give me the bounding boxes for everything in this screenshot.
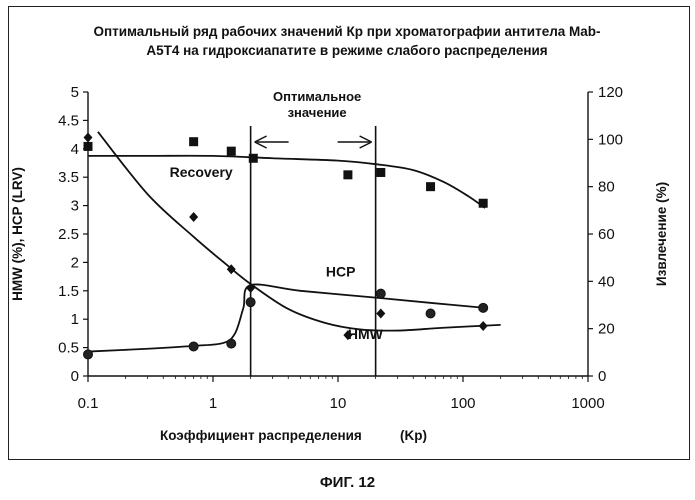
hmw-point xyxy=(343,330,353,341)
hmw-point xyxy=(226,264,236,275)
recovery-point xyxy=(248,153,258,163)
recovery-point xyxy=(426,182,436,192)
y-axis-right-label: Извлечение (%) xyxy=(654,182,669,286)
hmw-point xyxy=(478,321,488,332)
x-tick-label: 1000 xyxy=(571,395,604,412)
hcp-point xyxy=(188,341,199,352)
x-tick-label: 100 xyxy=(450,395,475,412)
y-left-tick-label: 0.5 xyxy=(58,340,79,357)
y-right-tick-label: 0 xyxy=(598,368,606,385)
y-left-tick-label: 1 xyxy=(71,311,79,328)
figure-caption: ФИГ. 12 xyxy=(319,474,376,491)
y-left-tick-label: 4 xyxy=(71,141,79,158)
series-annotation-hcp: HCP xyxy=(326,264,356,280)
hmw-trend-line xyxy=(97,131,501,332)
hmw-point xyxy=(376,308,386,319)
hcp-trend-line xyxy=(87,283,486,353)
x-axis-label: Коэффициент распределения xyxy=(160,428,362,443)
figure-frame xyxy=(8,6,690,460)
y-left-tick-label: 4.5 xyxy=(58,112,79,129)
recovery-point xyxy=(226,146,236,156)
y-right-tick-label: 120 xyxy=(598,84,623,101)
hcp-point xyxy=(245,297,256,308)
hmw-point xyxy=(189,211,199,222)
chart: Оптимальный ряд рабочих значений Кр при … xyxy=(10,24,669,443)
y-right-tick-label: 80 xyxy=(598,179,615,196)
y-left-tick-label: 1.5 xyxy=(58,283,79,300)
optimal-arrow-left-head xyxy=(254,135,267,149)
x-tick-label: 1 xyxy=(209,395,217,412)
y-right-tick-label: 60 xyxy=(598,226,615,243)
hcp-point xyxy=(83,349,93,360)
optimal-range-label: Оптимальное xyxy=(273,89,361,104)
optimal-range-label: значение xyxy=(288,105,347,120)
y-right-tick-label: 100 xyxy=(598,131,623,148)
y-right-tick-label: 40 xyxy=(598,273,615,290)
recovery-point xyxy=(343,170,353,180)
optimal-arrow-right-head xyxy=(359,135,372,149)
y-left-tick-label: 3.5 xyxy=(58,169,79,186)
x-tick-label: 10 xyxy=(330,395,347,412)
y-axis-left-label: HMW (%), HCP (LRV) xyxy=(10,167,25,301)
x-tick-label: 0.1 xyxy=(78,395,99,412)
x-axis-label-unit: (Kp) xyxy=(400,428,427,443)
hcp-point xyxy=(425,308,436,319)
recovery-point xyxy=(83,141,93,151)
chart-title-line: A5T4 на гидроксиапатите в режиме слабого… xyxy=(146,43,547,58)
series-annotation-hmw: HMW xyxy=(348,326,384,342)
series-annotation-recovery: Recovery xyxy=(170,164,233,180)
y-left-tick-label: 2 xyxy=(71,254,79,271)
recovery-trend-line xyxy=(87,154,486,209)
y-left-tick-label: 0 xyxy=(71,368,79,385)
y-left-tick-label: 5 xyxy=(71,84,79,101)
y-left-tick-label: 3 xyxy=(71,198,79,215)
hcp-point xyxy=(478,302,489,313)
hmw-point xyxy=(83,132,93,143)
hmw-point xyxy=(246,282,256,293)
hcp-point xyxy=(226,338,237,349)
recovery-point xyxy=(189,137,199,147)
y-right-tick-label: 20 xyxy=(598,321,615,338)
recovery-point xyxy=(478,198,488,208)
y-left-tick-label: 2.5 xyxy=(58,226,79,243)
recovery-point xyxy=(376,167,386,177)
chart-title-line: Оптимальный ряд рабочих значений Кр при … xyxy=(93,24,600,39)
hcp-point xyxy=(375,288,386,299)
